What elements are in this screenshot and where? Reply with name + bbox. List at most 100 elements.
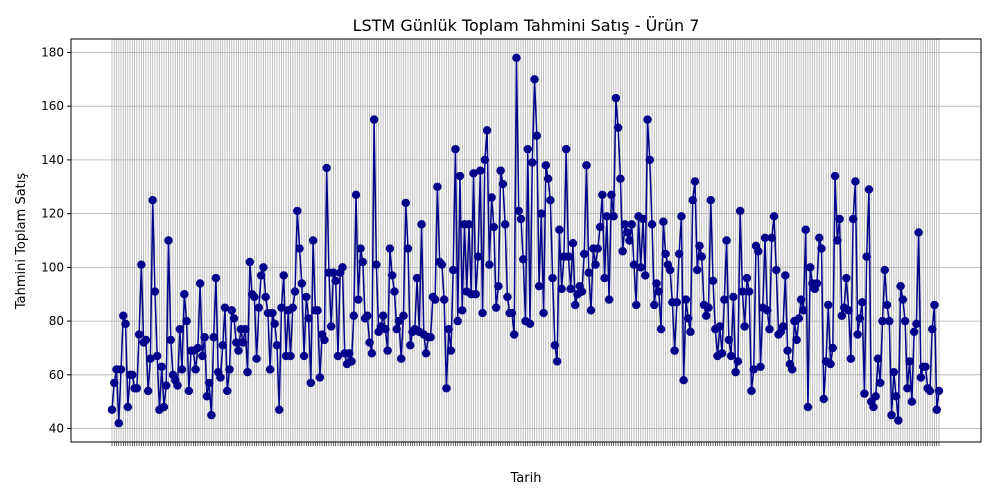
data-point — [114, 418, 123, 428]
data-point — [116, 365, 126, 374]
data-point — [530, 75, 539, 84]
data-point — [256, 271, 266, 280]
data-point — [733, 357, 743, 366]
data-point — [519, 255, 528, 264]
data-point — [299, 351, 309, 361]
data-point — [830, 171, 840, 181]
data-point — [204, 378, 214, 388]
data-point — [932, 405, 941, 414]
data-point — [735, 206, 745, 216]
data-point — [796, 295, 806, 304]
data-point — [812, 279, 822, 288]
data-point — [720, 295, 729, 304]
data-point — [232, 338, 241, 347]
data-point — [889, 367, 899, 377]
data-point — [595, 222, 605, 232]
data-point — [677, 212, 686, 221]
data-point — [625, 236, 634, 245]
y-tick-label: 80 — [49, 314, 64, 328]
data-point — [801, 225, 810, 234]
data-point — [471, 290, 480, 299]
data-points — [107, 53, 944, 428]
data-point — [297, 279, 306, 288]
data-point — [552, 357, 562, 366]
data-point — [894, 416, 903, 425]
data-point — [602, 212, 612, 221]
data-point — [150, 287, 160, 296]
data-point — [584, 268, 593, 277]
x-axis-label: Tarih — [510, 471, 542, 486]
data-point — [722, 236, 731, 245]
data-point — [200, 333, 209, 342]
data-point — [593, 244, 603, 253]
data-point — [401, 198, 410, 208]
data-point — [496, 166, 505, 175]
data-point — [604, 295, 614, 304]
data-point — [225, 365, 234, 374]
data-point — [132, 384, 142, 393]
data-point — [195, 279, 205, 288]
data-point — [643, 115, 652, 124]
data-point — [708, 276, 718, 285]
data-point — [211, 273, 221, 283]
data-point — [717, 349, 727, 358]
data-point — [180, 290, 189, 299]
data-point — [261, 292, 270, 302]
data-point — [650, 300, 659, 310]
data-point — [146, 354, 155, 363]
data-point — [546, 196, 555, 205]
data-point — [679, 376, 688, 385]
data-point — [864, 185, 874, 194]
data-point — [503, 292, 512, 302]
data-point — [216, 373, 225, 382]
data-point — [616, 174, 625, 183]
data-point — [557, 284, 566, 294]
data-point — [871, 392, 880, 401]
data-point — [629, 260, 639, 269]
data-point — [656, 324, 666, 334]
data-point — [921, 362, 930, 371]
data-point — [880, 265, 889, 275]
y-tick-label: 120 — [41, 207, 64, 221]
data-point — [514, 206, 523, 216]
data-point — [598, 190, 607, 200]
data-point — [119, 311, 128, 320]
data-point — [202, 392, 212, 401]
data-point — [403, 244, 413, 253]
y-tick-label: 140 — [41, 153, 64, 167]
data-point — [636, 263, 645, 272]
data-point — [476, 166, 485, 175]
data-point — [670, 346, 679, 355]
data-point — [250, 292, 259, 302]
data-point — [333, 351, 343, 361]
data-point — [564, 252, 573, 261]
data-point — [184, 386, 194, 396]
data-point — [740, 322, 749, 331]
y-tick-label: 180 — [41, 45, 64, 59]
data-point — [844, 306, 853, 315]
data-point — [819, 394, 828, 404]
data-point — [882, 300, 892, 310]
data-point — [448, 265, 458, 275]
data-point — [792, 335, 801, 345]
data-point — [586, 306, 596, 315]
data-point — [817, 244, 826, 253]
data-point — [781, 271, 790, 280]
data-point — [532, 131, 541, 140]
data-point — [907, 397, 917, 406]
data-point — [638, 214, 648, 224]
data-point — [369, 115, 379, 124]
data-point — [726, 351, 736, 361]
data-point — [304, 314, 313, 323]
data-point — [128, 370, 137, 380]
data-point — [387, 271, 397, 280]
data-point — [803, 402, 813, 412]
data-point — [446, 346, 456, 355]
data-point — [164, 236, 173, 245]
y-axis-label: Tahmini Toplam Satış — [14, 173, 29, 310]
data-point — [749, 365, 758, 374]
data-point — [469, 169, 478, 178]
data-point — [769, 212, 779, 221]
data-point — [478, 308, 487, 318]
data-point — [430, 295, 440, 304]
